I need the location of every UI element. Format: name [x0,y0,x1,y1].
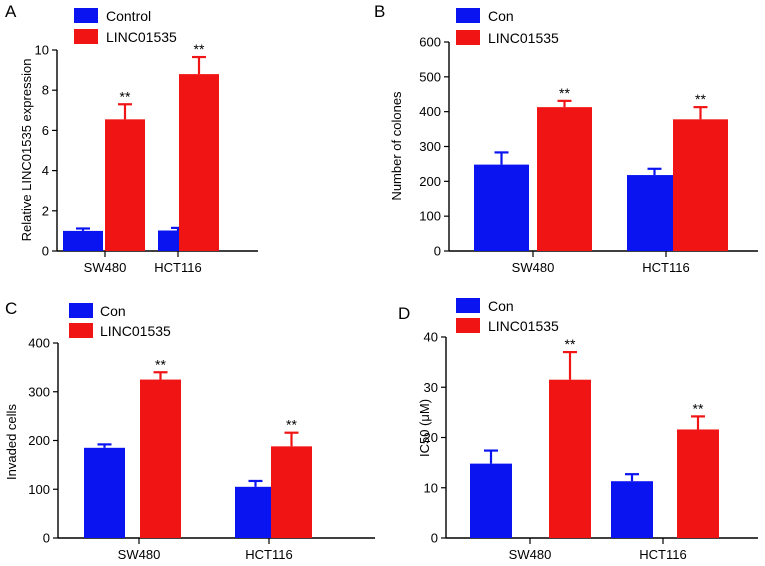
panel-a: A Control LINC01535 Relative LINC01535 e… [5,2,258,275]
legend-swatch-con [456,8,480,23]
y-tick-label: 6 [42,123,49,138]
y-tick-label: 2 [42,203,49,218]
bar [63,230,103,251]
panel-c: C Con LINC01535 Invaded cells 0 100 200 300… [4,299,375,562]
significance-label: ** [120,88,131,104]
y-tick-label: 600 [419,35,441,50]
legend-label-linc01535: LINC01535 [488,318,559,334]
bar [673,119,728,251]
legend-label-linc01535: LINC01535 [100,323,171,339]
y-tick-label: 0 [431,531,438,546]
y-tick-label: 500 [419,69,441,84]
y-tick-label: 400 [419,104,441,119]
bar [537,107,592,251]
x-tick-label: HCT116 [154,260,201,275]
legend-swatch-linc01535 [456,318,480,333]
panel-letter: A [5,2,17,21]
plot-area: 0 2 4 6 8 10 SW480 HCT116 ** ** [35,41,258,275]
bar [677,429,719,538]
bar [140,379,181,538]
y-axis-title: IC50 (μM) [417,399,432,457]
plot-area: 0 10 20 30 40 SW480 HCT116 ** ** [424,330,758,562]
y-tick-label: 8 [42,83,49,98]
bar [179,74,219,252]
y-tick-label: 400 [28,336,50,351]
x-tick-label: SW480 [118,547,161,562]
significance-label: ** [194,41,205,57]
panel-letter: C [5,299,17,318]
y-tick-label: 40 [424,330,438,345]
significance-label: ** [693,400,704,416]
bar [105,119,145,251]
significance-label: ** [286,417,297,433]
panel-letter: B [374,2,385,21]
y-tick-label: 100 [419,209,441,224]
panel-letter: D [398,304,410,323]
plot-area: 0 100 200 300 400 SW480 HCT116 ** ** [28,336,375,562]
legend-label-control: Control [106,8,151,24]
significance-label: ** [155,356,166,372]
significance-label: ** [559,85,570,101]
y-tick-label: 10 [35,43,49,58]
y-tick-label: 0 [42,244,49,259]
y-tick-label: 100 [28,482,50,497]
legend-swatch-linc01535 [74,29,98,44]
y-tick-label: 300 [419,139,441,154]
panel-b: B Con LINC01535 Number of colones 0 100 20… [374,2,758,275]
bar [474,164,529,251]
x-tick-label: HCT116 [642,260,689,275]
x-tick-label: SW480 [512,260,555,275]
y-axis-title: Number of colones [389,91,404,201]
y-tick-label: 20 [424,430,438,445]
legend-label-con: Con [488,298,514,314]
x-tick-label: HCT116 [639,547,686,562]
legend-swatch-con [69,303,93,318]
y-tick-label: 30 [424,380,438,395]
legend-swatch-con [456,298,480,313]
legend-swatch-linc01535 [69,323,93,338]
legend-label-con: Con [100,303,126,319]
bar [611,481,653,538]
x-tick-label: HCT116 [245,547,292,562]
bar [271,446,312,538]
y-tick-label: 300 [28,384,50,399]
bar [235,486,276,538]
significance-label: ** [565,336,576,352]
y-tick-label: 200 [28,433,50,448]
y-axis-title: Invaded cells [4,404,19,480]
legend-swatch-linc01535 [456,30,480,45]
x-tick-label: SW480 [84,260,127,275]
x-tick-label: SW480 [509,547,552,562]
legend-label-con: Con [488,8,514,24]
panel-d: D Con LINC01535 IC50 (μM) 0 10 20 30 40 SW480… [398,298,758,562]
y-tick-label: 10 [424,480,438,495]
y-axis-title: Relative LINC01535 expression [19,59,34,242]
legend-label-linc01535: LINC01535 [488,30,559,46]
legend-swatch-control [74,8,98,23]
y-tick-label: 200 [419,174,441,189]
y-tick-label: 0 [43,531,50,546]
bar [84,447,125,538]
bar [627,175,682,251]
bar [470,463,512,538]
bar [549,379,591,538]
plot-area: 0 100 200 300 400 500 600 SW480 HCT116 ** ** [419,35,758,275]
legend-label-linc01535: LINC01535 [106,29,177,45]
significance-label: ** [695,91,706,107]
y-tick-label: 0 [434,244,441,259]
y-tick-label: 4 [42,163,49,178]
